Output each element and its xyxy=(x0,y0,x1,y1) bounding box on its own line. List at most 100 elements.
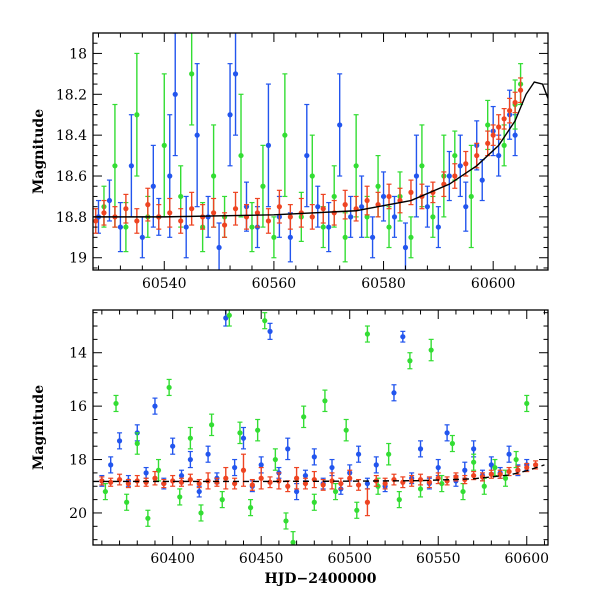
data-point xyxy=(492,464,498,471)
data-point xyxy=(517,87,524,93)
data-point xyxy=(408,234,414,240)
data-point xyxy=(255,427,261,433)
data-point xyxy=(355,482,362,488)
data-point xyxy=(271,234,277,240)
data-point xyxy=(506,451,512,457)
data-point xyxy=(506,468,512,475)
data-point xyxy=(258,475,264,481)
data-point xyxy=(108,462,114,468)
data-point xyxy=(227,112,233,118)
data-point xyxy=(189,71,195,77)
data-point xyxy=(167,210,173,216)
data-point xyxy=(320,224,326,230)
data-point xyxy=(150,183,156,189)
data-point xyxy=(479,177,485,183)
data-point xyxy=(354,507,360,513)
data-point xyxy=(496,152,502,159)
data-point xyxy=(152,403,158,409)
data-point xyxy=(287,214,293,220)
data-point xyxy=(216,244,222,251)
y-tick-label: 20 xyxy=(69,506,87,522)
data-point xyxy=(285,446,291,452)
data-point xyxy=(375,183,381,189)
data-point xyxy=(468,193,474,200)
data-point xyxy=(267,328,273,334)
data-point xyxy=(249,224,255,230)
data-point xyxy=(143,470,149,476)
data-point xyxy=(124,499,130,505)
y-tick-label: 18 xyxy=(69,453,87,469)
data-point xyxy=(240,435,247,441)
data-point xyxy=(293,488,300,495)
data-point xyxy=(496,124,502,130)
data-point xyxy=(347,475,353,481)
top-panel: 60540 60560 60580 60600 18 18.2 18.4 18.6 18.8 19… xyxy=(31,32,549,292)
data-point xyxy=(249,482,255,488)
data-point xyxy=(301,414,307,420)
data-point xyxy=(309,173,315,179)
data-point xyxy=(435,464,441,471)
y-tick-label: 18.2 xyxy=(56,87,87,103)
data-point xyxy=(342,234,348,240)
data-point xyxy=(513,456,519,463)
data-point xyxy=(396,497,402,503)
data-point xyxy=(359,204,365,210)
data-point xyxy=(417,446,424,452)
data-point xyxy=(488,471,494,477)
data-point xyxy=(331,193,337,200)
data-point xyxy=(446,173,452,179)
data-point xyxy=(123,206,129,212)
data-point xyxy=(134,440,140,447)
y-tick-label: 18.4 xyxy=(56,128,87,144)
data-point xyxy=(211,210,217,216)
x-tick-label: 60450 xyxy=(239,551,284,567)
y-tick-label: 19 xyxy=(69,251,87,267)
data-point xyxy=(449,440,455,447)
data-point xyxy=(391,390,397,396)
data-point xyxy=(417,476,424,483)
data-point xyxy=(170,478,176,484)
data-point xyxy=(343,427,349,433)
data-point xyxy=(198,510,204,516)
data-point xyxy=(205,214,211,220)
x-tick-label: 60600 xyxy=(471,276,516,292)
data-point xyxy=(260,183,266,189)
data-point xyxy=(290,539,296,545)
data-point xyxy=(108,479,114,485)
data-point xyxy=(481,483,487,489)
data-point xyxy=(479,474,486,480)
data-point xyxy=(501,116,507,122)
series-3 xyxy=(93,77,524,238)
series-3 xyxy=(99,453,539,517)
data-point xyxy=(348,214,354,220)
data-point xyxy=(391,214,398,220)
data-point xyxy=(167,173,173,179)
data-point xyxy=(116,438,123,444)
data-point xyxy=(322,398,328,404)
data-point xyxy=(209,422,215,428)
data-point xyxy=(364,197,370,204)
data-point xyxy=(125,480,132,487)
data-point xyxy=(139,234,145,240)
data-point xyxy=(187,476,193,483)
data-point xyxy=(402,244,409,251)
y-tick-label: 16 xyxy=(69,399,87,415)
y-tick-label: 18 xyxy=(69,46,87,62)
data-point xyxy=(258,462,264,468)
data-point xyxy=(380,193,387,200)
data-point xyxy=(355,451,362,457)
data-point xyxy=(364,499,371,505)
data-point xyxy=(309,214,315,220)
y-tick-label: 18.6 xyxy=(56,169,87,185)
data-point xyxy=(99,478,105,484)
data-point xyxy=(183,224,189,230)
data-point xyxy=(187,435,193,441)
data-point xyxy=(117,224,124,230)
data-point xyxy=(189,206,195,212)
x-tick-label: 60600 xyxy=(504,551,549,567)
data-point xyxy=(247,505,254,511)
data-point xyxy=(267,479,273,485)
data-point xyxy=(315,204,321,210)
series-2 xyxy=(102,310,530,545)
data-point xyxy=(112,163,118,169)
